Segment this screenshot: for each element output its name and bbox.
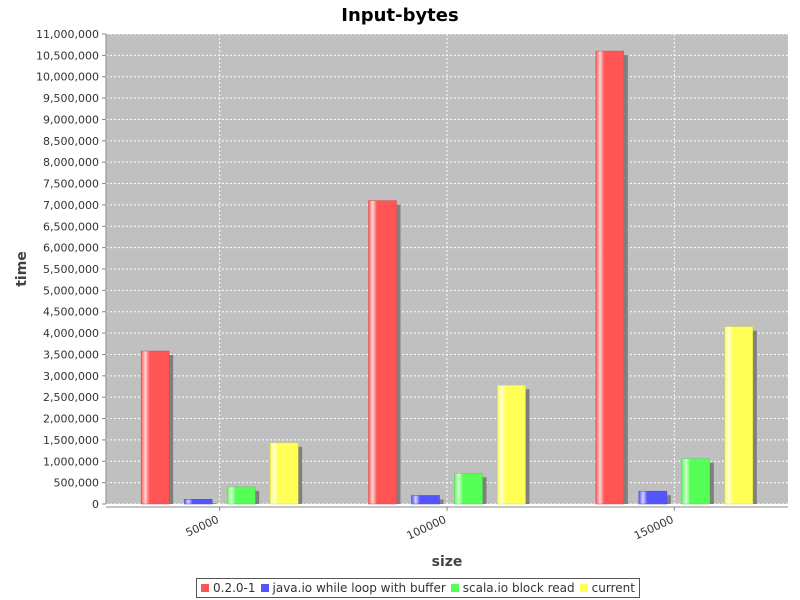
- x-axis-ticks: 50000 100000 150000: [184, 507, 676, 542]
- y-tick-label: 10,000,000: [36, 71, 99, 84]
- y-tick-label: 1,000,000: [43, 455, 99, 468]
- legend-item: 0.2.0-1: [201, 581, 256, 595]
- legend-label: java.io while loop with buffer: [272, 581, 446, 595]
- y-tick-label: 6,000,000: [43, 242, 99, 255]
- legend-label: current: [591, 581, 635, 595]
- legend-item: current: [579, 581, 635, 595]
- x-tick-label: 150000: [632, 513, 676, 543]
- bar-java-io-while-loop-with-buffer-100000: [411, 495, 440, 505]
- y-tick-label: 8,000,000: [43, 156, 99, 169]
- bar-0-2-0-1-50000: [140, 350, 170, 505]
- x-tick-label: 50000: [184, 513, 221, 540]
- y-tick-label: 5,000,000: [43, 284, 99, 297]
- x-tick-label: 100000: [405, 513, 449, 543]
- y-tick-label: 7,500,000: [43, 178, 99, 191]
- y-tick-label: 2,000,000: [43, 413, 99, 426]
- y-axis-ticks: 0 500,000 1,000,000 1,500,000 2,000,000 2,500…: [36, 28, 107, 511]
- legend: 0.2.0-1 java.io while loop with buffer sca…: [196, 578, 640, 598]
- y-tick-label: 10,500,000: [36, 49, 99, 62]
- y-tick-label: 0: [92, 498, 99, 511]
- y-tick-label: 11,000,000: [36, 28, 99, 41]
- bar-0-2-0-1-100000: [368, 200, 397, 505]
- y-tick-label: 4,500,000: [43, 306, 99, 319]
- legend-swatch: [450, 584, 459, 592]
- legend-label: 0.2.0-1: [213, 581, 256, 595]
- bar-0-2-0-1-150000: [595, 50, 625, 505]
- y-axis-label: time: [14, 251, 30, 287]
- chart-title: Input-bytes: [341, 5, 458, 26]
- y-tick-label: 1,500,000: [43, 434, 99, 447]
- y-tick-label: 2,500,000: [43, 391, 99, 404]
- bar-java-io-while-loop-with-buffer-50000: [183, 499, 213, 505]
- y-tick-label: 500,000: [54, 477, 100, 490]
- legend-swatch: [260, 584, 269, 592]
- y-tick-label: 3,500,000: [43, 348, 99, 361]
- y-tick-label: 8,500,000: [43, 135, 99, 148]
- gridlines: [106, 33, 788, 505]
- y-tick-label: 7,000,000: [43, 199, 99, 212]
- bars: [140, 50, 757, 505]
- y-tick-label: 6,500,000: [43, 220, 99, 233]
- y-tick-label: 3,000,000: [43, 370, 99, 383]
- legend-label: scala.io block read: [462, 581, 575, 595]
- bar-scala-io-block-read-50000: [226, 486, 256, 505]
- y-tick-label: 9,500,000: [43, 92, 99, 105]
- bar-current-100000: [497, 384, 526, 505]
- legend-swatch: [201, 584, 209, 592]
- legend-item: scala.io block read: [450, 581, 575, 595]
- bar-current-150000: [724, 326, 754, 505]
- bar-java-io-while-loop-with-buffer-150000: [638, 490, 668, 505]
- y-tick-label: 4,000,000: [43, 327, 99, 340]
- x-axis-label: size: [432, 554, 463, 570]
- legend-swatch: [579, 584, 588, 592]
- legend-item: java.io while loop with buffer: [260, 581, 446, 595]
- bar-scala-io-block-read-150000: [681, 458, 711, 505]
- bar-scala-io-block-read-100000: [454, 472, 483, 505]
- y-tick-label: 5,500,000: [43, 263, 99, 276]
- y-tick-label: 9,000,000: [43, 113, 99, 126]
- bar-current-50000: [269, 442, 299, 505]
